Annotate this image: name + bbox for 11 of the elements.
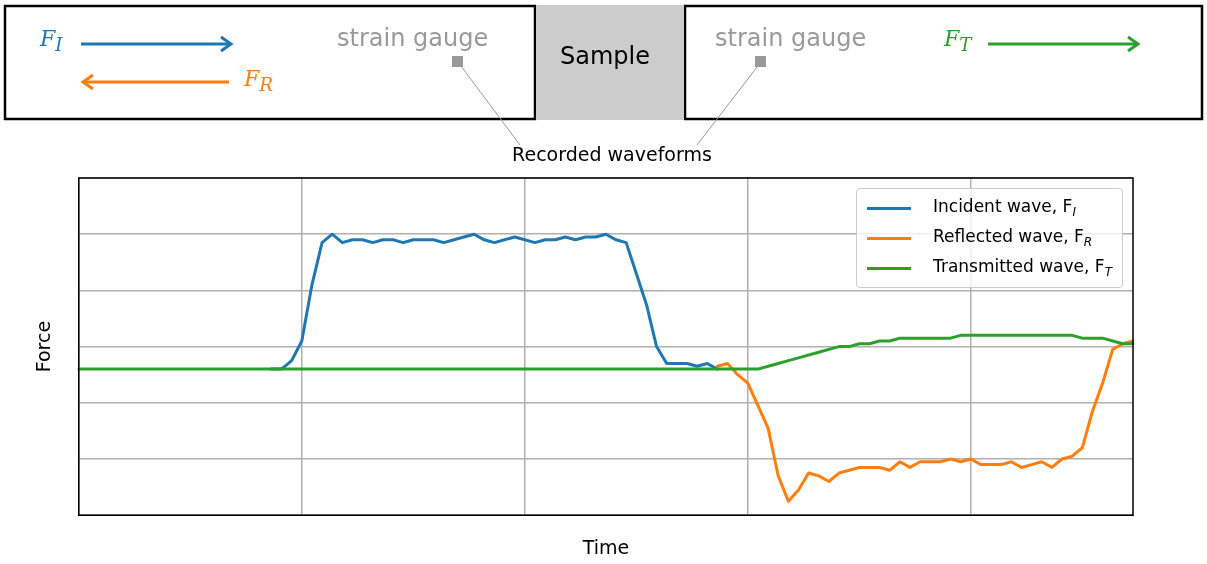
chart-title: Recorded waveforms xyxy=(511,143,713,165)
y-axis-title: Force xyxy=(32,320,55,373)
text: F$_{T}$ xyxy=(944,26,972,56)
text: F$_{I}$ xyxy=(40,26,63,56)
text: strain gauge xyxy=(337,24,489,52)
legend-label: Incident wave, F$_{I}$ xyxy=(933,196,1076,220)
text: F$_{R}$ xyxy=(244,66,274,96)
x-axis-title: Time xyxy=(581,535,630,558)
legend-label: Transmitted wave, F$_{T}$ xyxy=(933,256,1112,280)
text: strain gauge xyxy=(715,24,867,52)
legend-label: Reflected wave, F$_{R}$ xyxy=(933,226,1093,250)
